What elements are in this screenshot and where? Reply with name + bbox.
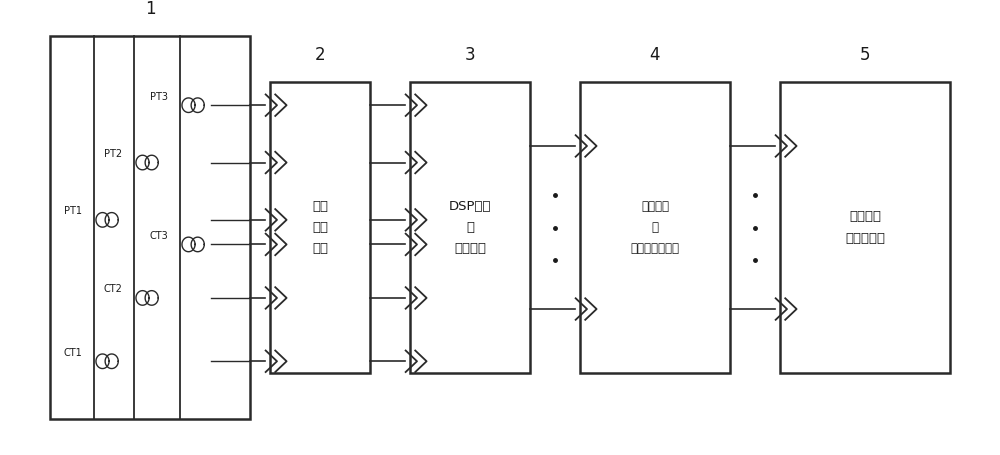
- Text: 1: 1: [145, 0, 155, 18]
- Text: 2: 2: [315, 46, 325, 64]
- Text: 光纤隔离
与
晶闸管驱动单元: 光纤隔离 与 晶闸管驱动单元: [630, 200, 679, 255]
- Text: CT2: CT2: [103, 284, 122, 294]
- Text: PT1: PT1: [64, 206, 82, 216]
- Bar: [410, 82, 530, 373]
- Text: 信号
调整
单元: 信号 调整 单元: [312, 200, 328, 255]
- Text: 3: 3: [465, 46, 475, 64]
- Text: PT2: PT2: [104, 149, 122, 159]
- Text: 4: 4: [650, 46, 660, 64]
- Text: 5: 5: [860, 46, 870, 64]
- Bar: [270, 82, 370, 373]
- Text: 无功补偿
主接线单元: 无功补偿 主接线单元: [845, 211, 885, 244]
- Bar: [780, 82, 950, 373]
- Text: PT3: PT3: [150, 91, 168, 101]
- Text: CT3: CT3: [149, 231, 168, 241]
- Bar: [50, 36, 250, 419]
- Text: CT1: CT1: [63, 348, 82, 358]
- Bar: [580, 82, 730, 373]
- Text: DSP主控
与
显示单元: DSP主控 与 显示单元: [449, 200, 491, 255]
